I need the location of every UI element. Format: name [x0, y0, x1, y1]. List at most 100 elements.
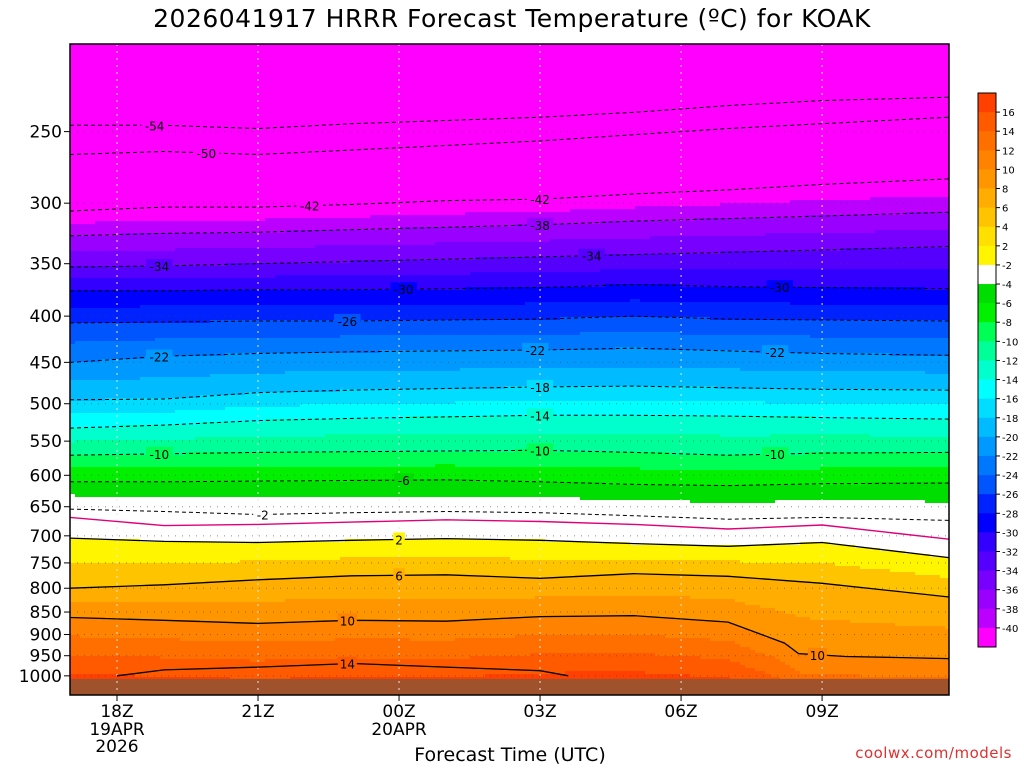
- temperature-cell: [105, 161, 111, 165]
- temperature-cell: [115, 242, 121, 246]
- temperature-cell: [90, 497, 96, 501]
- temperature-cell: [85, 161, 91, 165]
- temperature-cell: [70, 344, 76, 348]
- temperature-cell: [90, 92, 96, 96]
- temperature-cell: [115, 119, 121, 123]
- temperature-cell: [80, 140, 86, 144]
- temperature-cell: [100, 248, 106, 252]
- temperature-cell: [115, 332, 121, 336]
- temperature-cell: [115, 362, 121, 366]
- temperature-cell: [105, 464, 111, 468]
- temperature-cell: [115, 86, 121, 90]
- temperature-cell: [95, 497, 101, 501]
- temperature-cell: [105, 542, 111, 546]
- temperature-cell: [115, 398, 121, 402]
- temperature-cell: [105, 389, 111, 393]
- temperature-cell: [90, 191, 96, 195]
- temperature-cell: [70, 653, 76, 657]
- temperature-cell: [120, 251, 126, 255]
- temperature-cell: [75, 407, 81, 411]
- temperature-cell: [95, 629, 101, 633]
- temperature-cell: [100, 287, 106, 291]
- temperature-cell: [70, 155, 76, 159]
- temperature-cell: [90, 407, 96, 411]
- temperature-cell: [120, 68, 126, 72]
- temperature-cell: [110, 245, 116, 249]
- temperature-cell: [105, 500, 111, 504]
- temperature-cell: [80, 65, 86, 69]
- temperature-cell: [95, 614, 101, 618]
- temperature-cell: [100, 440, 106, 444]
- temperature-cell: [100, 329, 106, 333]
- temperature-cell: [85, 440, 91, 444]
- temperature-cell: [115, 494, 121, 498]
- temperature-cell: [80, 86, 86, 90]
- temperature-cell: [75, 401, 81, 405]
- temperature-cell: [70, 557, 76, 561]
- temperature-cell: [95, 482, 101, 486]
- temperature-cell: [105, 581, 111, 585]
- temperature-cell: [115, 284, 121, 288]
- temperature-cell: [95, 350, 101, 354]
- temperature-cell: [115, 671, 121, 675]
- temperature-cell: [85, 143, 91, 147]
- temperature-cell: [95, 449, 101, 453]
- temperature-cell: [110, 326, 116, 330]
- temperature-cell: [80, 497, 86, 501]
- temperature-cell: [105, 368, 111, 372]
- temperature-cell: [70, 404, 76, 408]
- temperature-cell: [95, 560, 101, 564]
- temperature-cell: [75, 614, 81, 618]
- temperature-cell: [95, 236, 101, 240]
- temperature-cell: [80, 488, 86, 492]
- temperature-cell: [105, 509, 111, 513]
- temperature-cell: [110, 122, 116, 126]
- temperature-cell: [105, 482, 111, 486]
- temperature-cell: [100, 44, 106, 48]
- temperature-cell: [110, 134, 116, 138]
- temperature-cell: [115, 656, 121, 660]
- temperature-cell: [90, 482, 96, 486]
- temperature-cell: [120, 98, 126, 102]
- temperature-cell: [85, 569, 91, 573]
- temperature-cell: [80, 59, 86, 63]
- temperature-cell: [105, 605, 111, 609]
- temperature-cell: [120, 149, 126, 153]
- temperature-cell: [105, 338, 111, 342]
- temperature-cell: [115, 407, 121, 411]
- temperature-cell: [70, 389, 76, 393]
- temperature-cell: [90, 500, 96, 504]
- temperature-cell: [95, 260, 101, 264]
- temperature-cell: [70, 293, 76, 297]
- temperature-cell: [95, 671, 101, 675]
- temperature-cell: [120, 218, 126, 222]
- temperature-cell: [105, 656, 111, 660]
- temperature-cell: [110, 443, 116, 447]
- temperature-cell: [110, 359, 116, 363]
- temperature-cell: [70, 611, 76, 615]
- temperature-cell: [120, 89, 126, 93]
- temperature-cell: [85, 146, 91, 150]
- temperature-cell: [80, 272, 86, 276]
- temperature-cell: [80, 494, 86, 498]
- temperature-cell: [80, 458, 86, 462]
- temperature-cell: [100, 428, 106, 432]
- temperature-cell: [75, 413, 81, 417]
- temperature-cell: [90, 128, 96, 132]
- temperature-cell: [70, 296, 76, 300]
- temperature-cell: [110, 152, 116, 156]
- temperature-cell: [80, 80, 86, 84]
- temperature-cell: [95, 602, 101, 606]
- temperature-cell: [100, 278, 106, 282]
- temperature-cell: [90, 62, 96, 66]
- temperature-cell: [90, 587, 96, 591]
- temperature-cell: [85, 653, 91, 657]
- temperature-cell: [80, 110, 86, 114]
- temperature-cell: [100, 176, 106, 180]
- temperature-cell: [120, 188, 126, 192]
- temperature-cell: [110, 512, 116, 516]
- temperature-cell: [100, 377, 106, 381]
- temperature-cell: [115, 194, 121, 198]
- temperature-cell: [75, 275, 81, 279]
- temperature-cell: [75, 236, 81, 240]
